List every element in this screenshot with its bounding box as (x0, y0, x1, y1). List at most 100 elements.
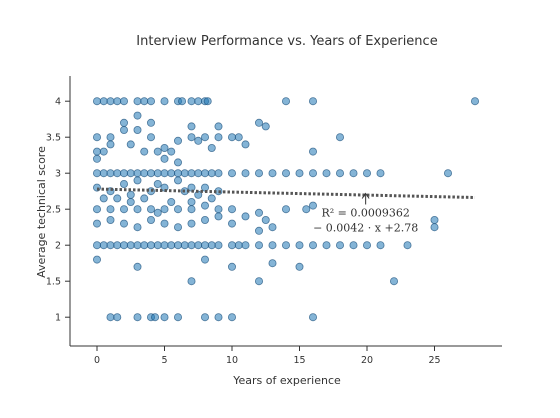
data-point (241, 169, 250, 178)
data-point (99, 194, 108, 203)
data-point (153, 169, 162, 178)
data-point (153, 208, 162, 217)
data-point (200, 133, 209, 142)
data-point (403, 241, 412, 250)
data-point (173, 241, 182, 250)
data-point (227, 241, 236, 250)
data-point (133, 169, 142, 178)
data-point (153, 179, 162, 188)
data-point (146, 133, 155, 142)
y-tick-label: 1.5 (46, 277, 61, 288)
data-point (93, 147, 102, 156)
data-point (153, 147, 162, 156)
data-point (140, 97, 149, 106)
data-point (234, 133, 243, 142)
data-point (302, 205, 311, 214)
x-tick-label: 20 (361, 355, 373, 366)
data-point (207, 169, 216, 178)
data-point (254, 169, 263, 178)
data-point (187, 97, 196, 106)
data-point (146, 169, 155, 178)
data-point (160, 143, 169, 152)
data-point (133, 205, 142, 214)
data-point (178, 97, 187, 106)
data-point (200, 241, 209, 250)
data-point (146, 215, 155, 224)
data-point (335, 133, 344, 142)
data-point (254, 241, 263, 250)
data-point (227, 313, 236, 322)
data-point (126, 197, 135, 206)
data-point (268, 241, 277, 250)
data-point (173, 136, 182, 145)
data-point (281, 205, 290, 214)
data-point (93, 205, 102, 214)
data-point (254, 118, 263, 127)
data-point (173, 313, 182, 322)
data-point (241, 140, 250, 149)
x-tick-label: 25 (428, 355, 440, 366)
data-point (113, 194, 122, 203)
annotation-line-2: − 0.0042 · x +2.78 (313, 221, 418, 234)
data-point (214, 169, 223, 178)
data-point (167, 197, 176, 206)
data-point (322, 241, 331, 250)
data-point (113, 313, 122, 322)
data-point (430, 223, 439, 232)
data-point (227, 133, 236, 142)
chart-title: Interview Performance vs. Years of Exper… (136, 34, 437, 49)
data-point (133, 262, 142, 271)
data-point (234, 241, 243, 250)
data-point (261, 215, 270, 224)
data-point (376, 241, 385, 250)
data-point (200, 313, 209, 322)
data-point (93, 219, 102, 228)
data-point (160, 205, 169, 214)
data-point (99, 241, 108, 250)
data-point (268, 259, 277, 268)
data-point (214, 122, 223, 131)
data-point (173, 176, 182, 185)
data-point (187, 205, 196, 214)
data-point (281, 169, 290, 178)
data-point (295, 262, 304, 271)
data-point (140, 194, 149, 203)
data-point (93, 133, 102, 142)
data-point (214, 212, 223, 221)
data-point (322, 169, 331, 178)
data-point (173, 158, 182, 167)
data-point (254, 277, 263, 286)
plot-area: 0 5 10 15 20 25 1 1.5 2 2.5 3 3.5 4 R² = 0.0009362 − 0… (46, 76, 502, 366)
data-point (470, 97, 479, 106)
data-point (241, 241, 250, 250)
data-point (120, 219, 129, 228)
data-point (106, 169, 115, 178)
data-point (227, 169, 236, 178)
data-point (133, 126, 142, 135)
data-point (120, 97, 129, 106)
data-point (281, 97, 290, 106)
y-tick-label: 4 (55, 97, 61, 108)
data-point (167, 241, 176, 250)
data-point (227, 262, 236, 271)
data-point (376, 169, 385, 178)
data-point (180, 169, 189, 178)
y-tick-label: 2 (55, 241, 61, 252)
data-point (140, 241, 149, 250)
data-point (261, 122, 270, 131)
data-point (335, 169, 344, 178)
data-point (120, 241, 129, 250)
data-point (160, 313, 169, 322)
y-tick-label: 2.5 (46, 205, 61, 216)
x-axis-label: Years of experience (232, 374, 341, 387)
data-point (106, 97, 115, 106)
data-point (214, 313, 223, 322)
data-point (146, 118, 155, 127)
data-point (133, 176, 142, 185)
x-tick-label: 5 (161, 355, 167, 366)
y-tick-label: 3.5 (46, 133, 61, 144)
data-point (160, 154, 169, 163)
data-point (295, 169, 304, 178)
